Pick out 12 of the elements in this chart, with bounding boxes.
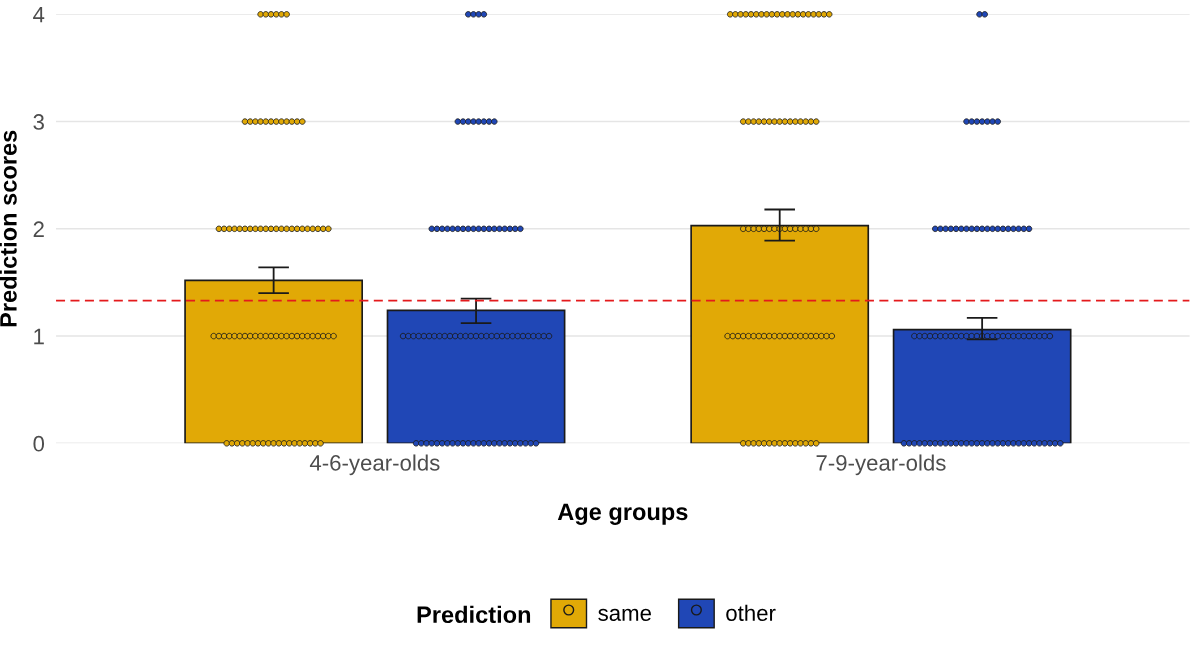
y-tick-label: 3 bbox=[33, 114, 44, 130]
legend-title: Prediction bbox=[417, 605, 531, 624]
y-axis-title: Prediction scores bbox=[0, 130, 17, 327]
legend-label: other bbox=[726, 604, 776, 621]
x-tick-label: 7-9-year-olds bbox=[816, 454, 946, 476]
y-tick-label: 4 bbox=[33, 7, 45, 23]
y-tick-label: 2 bbox=[33, 221, 44, 237]
legend-label: same bbox=[598, 608, 651, 621]
y-tick-label: 0 bbox=[33, 435, 45, 452]
x-axis-title: Age groups bbox=[557, 503, 688, 525]
x-tick-label: 4-6-year-olds bbox=[309, 454, 440, 476]
y-tick-label: 1 bbox=[34, 328, 44, 345]
